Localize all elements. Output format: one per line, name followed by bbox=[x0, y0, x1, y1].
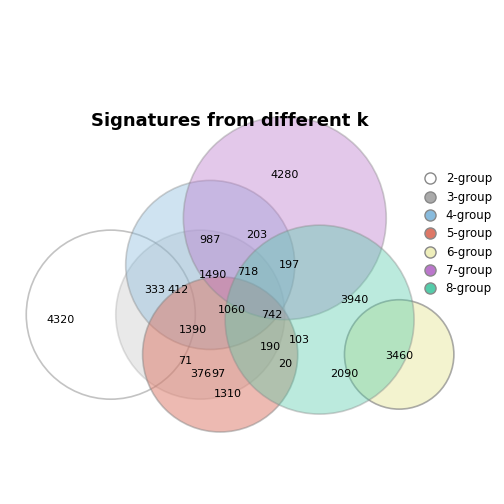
Text: 1390: 1390 bbox=[179, 325, 207, 335]
Text: 333: 333 bbox=[144, 285, 165, 295]
Text: 197: 197 bbox=[279, 260, 300, 270]
Text: 3460: 3460 bbox=[385, 351, 413, 361]
Text: 1490: 1490 bbox=[199, 270, 227, 280]
Legend: 2-group, 3-group, 4-group, 5-group, 6-group, 7-group, 8-group: 2-group, 3-group, 4-group, 5-group, 6-gr… bbox=[420, 168, 497, 300]
Text: 2090: 2090 bbox=[330, 369, 359, 380]
Text: 376: 376 bbox=[190, 369, 211, 380]
Text: 97: 97 bbox=[211, 369, 225, 380]
Circle shape bbox=[26, 230, 196, 399]
Text: 1060: 1060 bbox=[218, 305, 246, 314]
Text: 3940: 3940 bbox=[340, 295, 368, 305]
Text: 1310: 1310 bbox=[214, 389, 242, 399]
Text: 987: 987 bbox=[200, 235, 221, 245]
Text: 718: 718 bbox=[237, 267, 259, 277]
Circle shape bbox=[183, 117, 386, 320]
Text: 742: 742 bbox=[261, 309, 283, 320]
Text: 4320: 4320 bbox=[47, 314, 75, 325]
Text: 71: 71 bbox=[178, 356, 193, 366]
Circle shape bbox=[143, 277, 298, 432]
Text: 103: 103 bbox=[289, 335, 310, 345]
Circle shape bbox=[125, 180, 295, 349]
Text: 190: 190 bbox=[260, 343, 280, 352]
Text: 203: 203 bbox=[246, 230, 268, 240]
Circle shape bbox=[116, 230, 285, 399]
Text: 412: 412 bbox=[168, 285, 189, 295]
Circle shape bbox=[345, 300, 454, 409]
Text: 20: 20 bbox=[278, 359, 292, 369]
Text: 4280: 4280 bbox=[271, 170, 299, 180]
Circle shape bbox=[225, 225, 414, 414]
Text: Signatures from different k: Signatures from different k bbox=[91, 112, 369, 130]
